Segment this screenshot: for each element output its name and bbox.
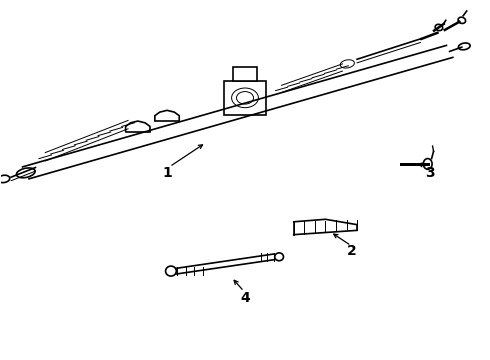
Ellipse shape xyxy=(275,253,284,261)
Polygon shape xyxy=(224,81,266,115)
Text: 2: 2 xyxy=(347,244,357,258)
Text: 1: 1 xyxy=(162,166,172,180)
Polygon shape xyxy=(233,67,257,81)
Ellipse shape xyxy=(166,266,176,276)
Ellipse shape xyxy=(435,24,442,31)
Ellipse shape xyxy=(16,168,35,178)
Ellipse shape xyxy=(0,175,10,183)
Text: 4: 4 xyxy=(240,291,250,305)
Ellipse shape xyxy=(458,43,470,50)
Ellipse shape xyxy=(458,17,466,23)
Text: 3: 3 xyxy=(425,166,435,180)
Ellipse shape xyxy=(423,158,432,169)
